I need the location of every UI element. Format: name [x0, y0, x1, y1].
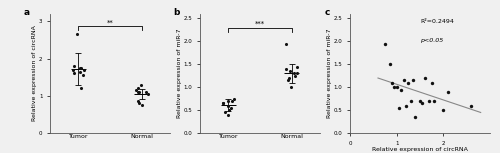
Point [468, 104, 475, 107]
Text: b: b [174, 8, 180, 17]
Point [219, 102, 227, 104]
Point [416, 100, 424, 102]
Point [138, 104, 146, 106]
Y-axis label: Relative expression of circRNA: Relative expression of circRNA [32, 26, 38, 121]
Point [136, 83, 144, 86]
Point [135, 102, 143, 104]
Point [293, 72, 301, 75]
Point [392, 86, 400, 88]
Point [395, 107, 403, 109]
Point [76, 70, 84, 73]
Point [400, 79, 407, 82]
Point [73, 33, 81, 35]
Point [134, 100, 142, 103]
Point [428, 81, 436, 84]
Point [228, 100, 236, 102]
Point [132, 89, 140, 91]
Point [227, 107, 235, 109]
Point [426, 100, 434, 102]
Point [290, 72, 298, 75]
Point [76, 67, 84, 69]
Text: ***: *** [255, 21, 265, 27]
Point [284, 79, 292, 82]
Point [135, 91, 143, 93]
Point [418, 102, 426, 104]
Point [230, 97, 238, 100]
Text: **: ** [106, 19, 114, 25]
Point [292, 75, 300, 77]
Point [134, 91, 141, 93]
Text: R²=0.2494: R²=0.2494 [420, 19, 454, 24]
Text: c: c [325, 8, 330, 17]
Point [390, 86, 398, 88]
Point [142, 91, 150, 93]
Point [285, 77, 293, 79]
Point [219, 102, 227, 104]
Point [388, 81, 396, 84]
Text: p<0.05: p<0.05 [420, 38, 444, 43]
Point [398, 88, 406, 91]
Point [80, 69, 88, 71]
Point [134, 87, 141, 90]
Point [430, 100, 438, 102]
Point [224, 104, 232, 107]
Point [286, 70, 294, 72]
Point [79, 74, 87, 76]
Point [402, 104, 410, 107]
Point [70, 65, 78, 67]
Point [224, 114, 232, 116]
Point [409, 79, 417, 82]
Point [77, 87, 85, 90]
Point [293, 65, 301, 68]
Point [444, 91, 452, 93]
Point [70, 72, 78, 75]
Point [287, 86, 295, 88]
Point [225, 109, 233, 111]
Point [69, 69, 77, 71]
Point [406, 100, 414, 102]
Point [224, 100, 232, 102]
Point [282, 68, 290, 70]
Point [386, 63, 394, 65]
Point [282, 42, 290, 45]
Y-axis label: Relative expression of miR-7: Relative expression of miR-7 [327, 29, 332, 118]
Text: a: a [24, 8, 30, 17]
X-axis label: Relative expression of circRNA: Relative expression of circRNA [372, 147, 468, 152]
Point [222, 111, 230, 114]
Point [420, 77, 428, 79]
Point [78, 67, 86, 69]
Point [381, 42, 389, 45]
Point [144, 93, 152, 95]
Point [440, 109, 448, 111]
Y-axis label: Relative expression of miR-7: Relative expression of miR-7 [177, 29, 182, 118]
Point [412, 116, 420, 118]
Point [404, 81, 412, 84]
